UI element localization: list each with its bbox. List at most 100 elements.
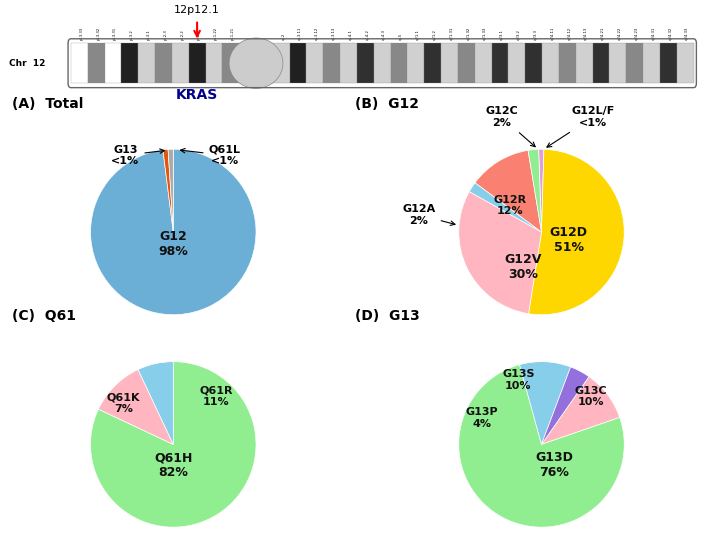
Text: q14.1: q14.1 xyxy=(349,30,352,40)
Bar xyxy=(105,43,121,83)
Text: q24.11: q24.11 xyxy=(550,27,554,40)
Text: G12C
2%: G12C 2% xyxy=(485,106,535,146)
Text: p13.2: p13.2 xyxy=(130,30,134,40)
Text: q23.1: q23.1 xyxy=(500,30,504,40)
Wedge shape xyxy=(539,149,544,232)
Bar xyxy=(559,43,575,83)
Bar xyxy=(172,43,188,83)
Bar xyxy=(526,43,542,83)
Text: Q61K
7%: Q61K 7% xyxy=(107,392,140,414)
Bar xyxy=(138,43,155,83)
Wedge shape xyxy=(520,362,570,444)
Bar xyxy=(357,43,374,83)
Text: p12.3: p12.3 xyxy=(163,30,168,40)
Text: p12.2: p12.2 xyxy=(180,30,184,40)
Wedge shape xyxy=(469,183,542,232)
Bar xyxy=(407,43,425,83)
Bar xyxy=(441,43,458,83)
Bar xyxy=(643,43,660,83)
Text: G13P
4%: G13P 4% xyxy=(466,407,498,429)
Wedge shape xyxy=(542,377,619,444)
Bar xyxy=(542,43,559,83)
Text: q21.1: q21.1 xyxy=(416,30,420,40)
Text: G13D
76%: G13D 76% xyxy=(535,451,573,479)
Bar xyxy=(660,43,677,83)
Wedge shape xyxy=(542,367,589,444)
Text: p11.21: p11.21 xyxy=(231,27,235,40)
Text: q24.23: q24.23 xyxy=(635,27,639,40)
Text: (D)  G13: (D) G13 xyxy=(355,309,420,323)
Text: q24.33: q24.33 xyxy=(685,27,689,40)
Text: Q61L
<1%: Q61L <1% xyxy=(180,145,240,166)
Wedge shape xyxy=(90,362,256,527)
Bar xyxy=(609,43,626,83)
Text: (B)  G12: (B) G12 xyxy=(355,97,419,111)
Bar xyxy=(626,43,643,83)
Text: G12L/F
<1%: G12L/F <1% xyxy=(547,106,614,147)
Bar xyxy=(155,43,172,83)
Wedge shape xyxy=(458,192,542,314)
Text: q21.31: q21.31 xyxy=(450,27,453,40)
Bar xyxy=(188,43,206,83)
Text: p11.22: p11.22 xyxy=(214,27,218,40)
Text: q21.2: q21.2 xyxy=(432,30,437,40)
Text: q24.13: q24.13 xyxy=(584,27,588,40)
Text: 12p12.1: 12p12.1 xyxy=(174,6,220,16)
Text: G12
98%: G12 98% xyxy=(158,230,188,258)
Bar xyxy=(391,43,407,83)
Bar xyxy=(307,43,323,83)
Text: p13.32: p13.32 xyxy=(96,27,100,40)
Text: p13.31: p13.31 xyxy=(113,27,117,40)
Text: Chr  12: Chr 12 xyxy=(9,59,45,68)
Bar xyxy=(492,43,508,83)
Ellipse shape xyxy=(229,38,283,88)
Bar xyxy=(290,43,307,83)
Bar xyxy=(323,43,340,83)
Text: q23.3: q23.3 xyxy=(534,30,538,40)
Bar xyxy=(121,43,138,83)
Wedge shape xyxy=(90,149,256,315)
Text: q23.2: q23.2 xyxy=(517,30,521,40)
Text: q13.12: q13.12 xyxy=(315,27,319,40)
Text: G13C
10%: G13C 10% xyxy=(575,386,607,407)
Text: G13S
10%: G13S 10% xyxy=(502,369,534,391)
Text: q15: q15 xyxy=(399,33,403,40)
Text: G12V
30%: G12V 30% xyxy=(505,253,542,281)
Text: (A)  Total: (A) Total xyxy=(12,97,83,111)
Bar xyxy=(593,43,609,83)
Text: q24.32: q24.32 xyxy=(669,27,672,40)
Bar xyxy=(575,43,593,83)
Bar xyxy=(239,43,256,83)
Text: q21.33: q21.33 xyxy=(483,27,487,40)
Text: p13.1: p13.1 xyxy=(147,30,151,40)
Text: q14.2: q14.2 xyxy=(365,30,370,40)
Text: Q61R
11%: Q61R 11% xyxy=(199,386,233,407)
Wedge shape xyxy=(138,362,173,444)
Bar xyxy=(256,43,273,83)
Text: q14.3: q14.3 xyxy=(382,30,386,40)
Text: G12R
12%: G12R 12% xyxy=(494,195,526,216)
Text: q24.12: q24.12 xyxy=(567,27,571,40)
Text: p12.1: p12.1 xyxy=(197,30,201,40)
Bar xyxy=(508,43,526,83)
Bar xyxy=(458,43,475,83)
Text: q24.21: q24.21 xyxy=(601,27,605,40)
Wedge shape xyxy=(98,369,173,444)
Text: q21.32: q21.32 xyxy=(466,27,470,40)
Wedge shape xyxy=(168,149,173,232)
Text: q12: q12 xyxy=(282,33,285,40)
Text: G12D
51%: G12D 51% xyxy=(549,226,588,254)
Wedge shape xyxy=(475,150,542,232)
Text: (C)  Q61: (C) Q61 xyxy=(12,309,76,323)
Bar xyxy=(374,43,391,83)
Text: q13.13: q13.13 xyxy=(331,27,336,40)
Text: q24.31: q24.31 xyxy=(651,27,656,40)
Wedge shape xyxy=(529,149,625,315)
Text: KRAS: KRAS xyxy=(176,88,218,102)
Bar xyxy=(475,43,492,83)
Bar xyxy=(222,43,239,83)
Text: Q61H
82%: Q61H 82% xyxy=(154,451,193,479)
Text: q24.22: q24.22 xyxy=(618,27,622,40)
Bar xyxy=(425,43,441,83)
Text: G12A
2%: G12A 2% xyxy=(402,204,455,226)
